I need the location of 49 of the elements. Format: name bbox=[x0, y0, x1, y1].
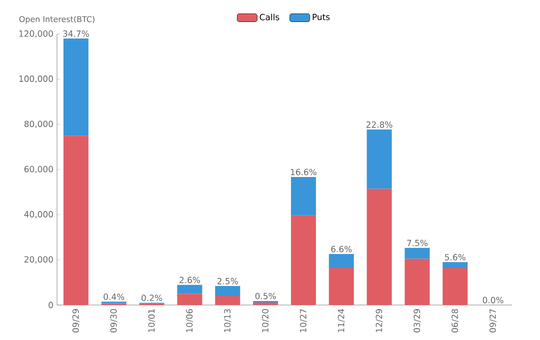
annotation: 0.0% bbox=[482, 296, 504, 304]
bar bbox=[63, 38, 88, 136]
bar bbox=[404, 258, 430, 305]
annotation: 0.2% bbox=[142, 294, 162, 302]
bar bbox=[442, 268, 468, 305]
bar bbox=[366, 130, 392, 189]
x-tick-label: 09/30 bbox=[110, 309, 118, 332]
bar bbox=[215, 296, 240, 305]
y-tick-label: 20,000 bbox=[24, 256, 53, 264]
bar bbox=[63, 136, 88, 305]
annotation: 2.5% bbox=[217, 278, 238, 284]
annotation: 0.5% bbox=[255, 292, 276, 300]
x-tick-label: 10/20 bbox=[262, 309, 270, 332]
bar bbox=[177, 294, 202, 305]
x-tick-label: 09/27 bbox=[490, 309, 497, 332]
x-tick-label: 10/27 bbox=[300, 309, 307, 332]
x-tick-label: 10/13 bbox=[224, 309, 232, 332]
legend-label: Puts bbox=[312, 14, 330, 20]
bar bbox=[366, 188, 392, 305]
x-tick-label: 10/06 bbox=[186, 309, 194, 332]
y-tick-label: 100,000 bbox=[19, 76, 53, 83]
annotation: 34.7% bbox=[63, 30, 89, 37]
y-tick-label: 120,000 bbox=[19, 30, 53, 38]
bar bbox=[177, 284, 202, 294]
y-tick-label: 60,000 bbox=[24, 166, 53, 174]
y-tick-label: 80,000 bbox=[24, 120, 53, 128]
x-tick-label: 11/24 bbox=[338, 309, 345, 332]
bar bbox=[328, 268, 354, 305]
bar bbox=[404, 248, 430, 259]
bar bbox=[442, 262, 468, 268]
annotation: 7.5% bbox=[407, 240, 428, 246]
x-tick-label: 10/01 bbox=[148, 309, 156, 332]
annotation: 2.6% bbox=[180, 276, 200, 284]
x-tick-label: 03/29 bbox=[414, 309, 421, 332]
x-tick-label: 06/28 bbox=[452, 309, 459, 332]
annotation: 6.6% bbox=[331, 246, 352, 252]
x-tick-label: 12/29 bbox=[376, 309, 383, 332]
legend-label: Calls bbox=[260, 14, 280, 20]
bar bbox=[290, 215, 316, 305]
annotation: 0.4% bbox=[104, 294, 124, 300]
bar bbox=[215, 286, 240, 296]
annotation: 5.6% bbox=[445, 254, 466, 260]
bar bbox=[328, 254, 354, 268]
annotation: 16.6% bbox=[290, 168, 316, 176]
bar bbox=[290, 176, 316, 216]
annotation: 22.8% bbox=[366, 121, 392, 128]
x-tick-label: 09/29 bbox=[72, 309, 80, 332]
y-tick-label: 0 bbox=[48, 302, 53, 308]
y-tick-label: 40,000 bbox=[24, 211, 53, 218]
